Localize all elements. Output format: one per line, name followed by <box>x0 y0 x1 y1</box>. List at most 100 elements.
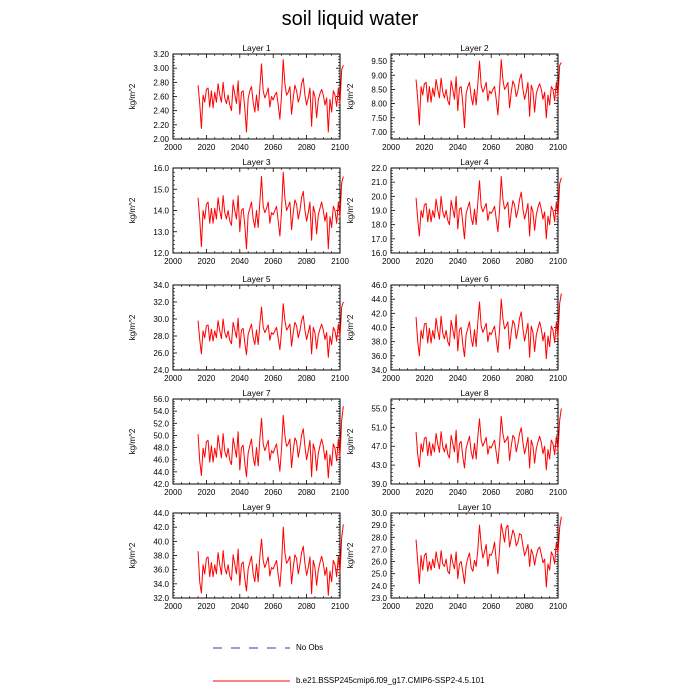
y-tick-label: 46.0 <box>371 281 387 290</box>
y-tick-label: 34.0 <box>371 366 387 375</box>
x-tick-label: 2080 <box>298 374 316 383</box>
y-axis-label: kg/m^2 <box>128 197 137 223</box>
panel-title: Layer 8 <box>460 388 489 398</box>
x-tick-label: 2100 <box>549 374 567 383</box>
y-tick-label: 2.20 <box>153 121 169 130</box>
y-tick-label: 40.0 <box>371 324 387 333</box>
y-tick-label: 28.0 <box>153 332 169 341</box>
y-tick-label: 42.0 <box>153 480 169 489</box>
y-tick-label: 16.0 <box>153 164 169 173</box>
x-tick-label: 2020 <box>416 488 434 497</box>
y-tick-label: 8.00 <box>371 100 387 109</box>
y-tick-label: 54.0 <box>153 407 169 416</box>
y-axis-label: kg/m^2 <box>128 428 137 454</box>
x-tick-label: 2100 <box>331 257 349 266</box>
x-tick-label: 2040 <box>231 602 249 611</box>
panel-4: Layer 4 kg/m^2 2000 2020 2040 2060 2080 2100 16.… <box>346 157 567 266</box>
y-axis-label: kg/m^2 <box>128 83 137 109</box>
y-tick-label: 55.0 <box>371 404 387 413</box>
x-tick-label: 2000 <box>164 488 182 497</box>
x-tick-label: 2020 <box>416 602 434 611</box>
x-tick-label: 2100 <box>549 143 567 152</box>
panel-title: Layer 9 <box>242 502 271 512</box>
x-tick-label: 2020 <box>198 257 216 266</box>
y-tick-label: 9.00 <box>371 71 387 80</box>
x-tick-label: 2020 <box>198 374 216 383</box>
y-tick-label: 7.00 <box>371 128 387 137</box>
y-tick-label: 14.0 <box>153 207 169 216</box>
y-tick-label: 23.0 <box>371 594 387 603</box>
y-tick-label: 30.0 <box>153 315 169 324</box>
x-tick-label: 2000 <box>164 257 182 266</box>
plot-frame <box>172 284 341 371</box>
series-line <box>197 524 344 596</box>
figure-title: soil liquid water <box>281 8 419 30</box>
x-tick-label: 2080 <box>298 602 316 611</box>
x-tick-label: 2080 <box>516 374 534 383</box>
y-tick-label: 26.0 <box>153 349 169 358</box>
y-tick-label: 42.0 <box>371 309 387 318</box>
y-axis-label: kg/m^2 <box>346 197 355 223</box>
y-tick-label: 9.50 <box>371 57 387 66</box>
panel-7: Layer 7 kg/m^2 2000 2020 2040 2060 2080 2100 42.… <box>128 388 349 497</box>
y-tick-label: 44.0 <box>153 509 169 518</box>
x-tick-label: 2060 <box>482 143 500 152</box>
y-tick-label: 24.0 <box>153 366 169 375</box>
series-line <box>415 293 562 360</box>
y-axis-label: kg/m^2 <box>128 542 137 568</box>
y-tick-label: 17.0 <box>371 235 387 244</box>
y-tick-label: 43.0 <box>371 461 387 470</box>
y-tick-label: 51.0 <box>371 423 387 432</box>
y-axis-label: kg/m^2 <box>346 542 355 568</box>
x-tick-label: 2080 <box>298 143 316 152</box>
x-tick-label: 2100 <box>549 257 567 266</box>
x-tick-label: 2040 <box>231 257 249 266</box>
x-tick-label: 2040 <box>449 257 467 266</box>
x-tick-label: 2100 <box>331 374 349 383</box>
x-tick-label: 2020 <box>416 143 434 152</box>
y-tick-label: 13.0 <box>153 228 169 237</box>
y-tick-label: 22.0 <box>371 164 387 173</box>
y-tick-label: 32.0 <box>153 298 169 307</box>
x-tick-label: 2060 <box>482 374 500 383</box>
legend-model-label: b.e21.BSSP245cmip6.f09_g17.CMIP6-SSP2-4.… <box>296 676 485 685</box>
y-tick-label: 2.60 <box>153 93 169 102</box>
x-tick-label: 2080 <box>298 257 316 266</box>
x-tick-label: 2100 <box>331 488 349 497</box>
series-line <box>415 516 562 588</box>
y-tick-label: 40.0 <box>153 537 169 546</box>
legend-obs-label: No Obs <box>296 643 324 652</box>
x-tick-label: 2080 <box>298 488 316 497</box>
x-tick-label: 2060 <box>264 602 282 611</box>
x-tick-label: 2000 <box>382 602 400 611</box>
y-tick-label: 36.0 <box>371 352 387 361</box>
panel-10: Layer 10 kg/m^2 2000 2020 2040 2060 2080 2100 23… <box>346 502 567 611</box>
y-axis-label: kg/m^2 <box>346 428 355 454</box>
y-tick-label: 19.0 <box>371 207 387 216</box>
y-tick-label: 30.0 <box>371 509 387 518</box>
y-tick-label: 7.50 <box>371 114 387 123</box>
panel-8: Layer 8 kg/m^2 2000 2020 2040 2060 2080 2100 39.… <box>346 388 567 497</box>
y-tick-label: 38.0 <box>371 338 387 347</box>
y-tick-label: 42.0 <box>153 523 169 532</box>
panel-title: Layer 10 <box>458 502 491 512</box>
x-tick-label: 2060 <box>264 488 282 497</box>
y-tick-label: 32.0 <box>153 594 169 603</box>
panel-6: Layer 6 kg/m^2 2000 2020 2040 2060 2080 2100 34.… <box>346 274 567 383</box>
panel-5: Layer 5 kg/m^2 2000 2020 2040 2060 2080 2100 24.… <box>128 274 349 383</box>
x-tick-label: 2020 <box>416 374 434 383</box>
y-tick-label: 18.0 <box>371 221 387 230</box>
x-tick-label: 2020 <box>198 143 216 152</box>
x-tick-label: 2060 <box>264 257 282 266</box>
series-line <box>415 408 562 471</box>
x-tick-label: 2080 <box>516 488 534 497</box>
x-tick-label: 2020 <box>198 602 216 611</box>
y-axis-label: kg/m^2 <box>346 83 355 109</box>
y-tick-label: 2.40 <box>153 107 169 116</box>
x-tick-label: 2040 <box>449 143 467 152</box>
panel-9: Layer 9 kg/m^2 2000 2020 2040 2060 2080 2100 32.… <box>128 502 349 611</box>
y-tick-label: 20.0 <box>371 192 387 201</box>
panel-3: Layer 3 kg/m^2 2000 2020 2040 2060 2080 2100 12.… <box>128 157 349 266</box>
plot-frame <box>390 398 559 485</box>
y-tick-label: 2.00 <box>153 135 169 144</box>
